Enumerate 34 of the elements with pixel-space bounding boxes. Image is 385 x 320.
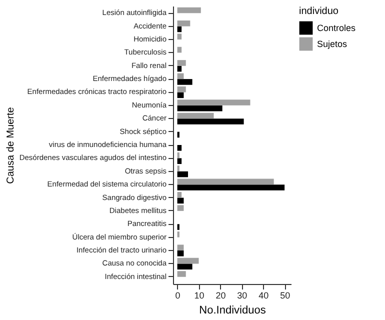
legend-label: Sujetos <box>317 39 348 49</box>
bar <box>177 205 184 211</box>
bar <box>177 192 182 198</box>
x-tick-label: 30 <box>237 290 248 300</box>
x-tick-label: 20 <box>216 290 226 300</box>
x-tick-label: 50 <box>280 290 290 300</box>
bar <box>177 145 182 151</box>
legend-label: Controles <box>317 23 356 33</box>
bar <box>177 34 182 40</box>
bar <box>177 158 182 164</box>
bar <box>177 244 184 251</box>
x-tick-label: 0 <box>175 290 180 300</box>
bar <box>177 250 184 256</box>
bar <box>177 178 274 185</box>
bar <box>177 105 222 112</box>
bar <box>177 271 186 277</box>
bar <box>177 258 199 264</box>
bar <box>177 118 244 124</box>
bar <box>177 92 184 98</box>
y-axis-title: Causa de Muerte <box>5 106 16 184</box>
x-tick-label: 10 <box>194 290 204 300</box>
bar <box>177 7 201 14</box>
bar <box>177 171 188 178</box>
bar <box>177 184 285 190</box>
bar <box>177 100 250 106</box>
bar <box>177 86 186 92</box>
x-tick-label: 40 <box>258 290 269 300</box>
bar <box>177 20 190 26</box>
legend-title: individuo <box>299 6 339 17</box>
bar <box>177 79 192 85</box>
bar <box>177 112 214 119</box>
bar <box>177 60 186 66</box>
x-axis-title: No.Individuos <box>199 304 266 316</box>
bar <box>177 264 192 270</box>
